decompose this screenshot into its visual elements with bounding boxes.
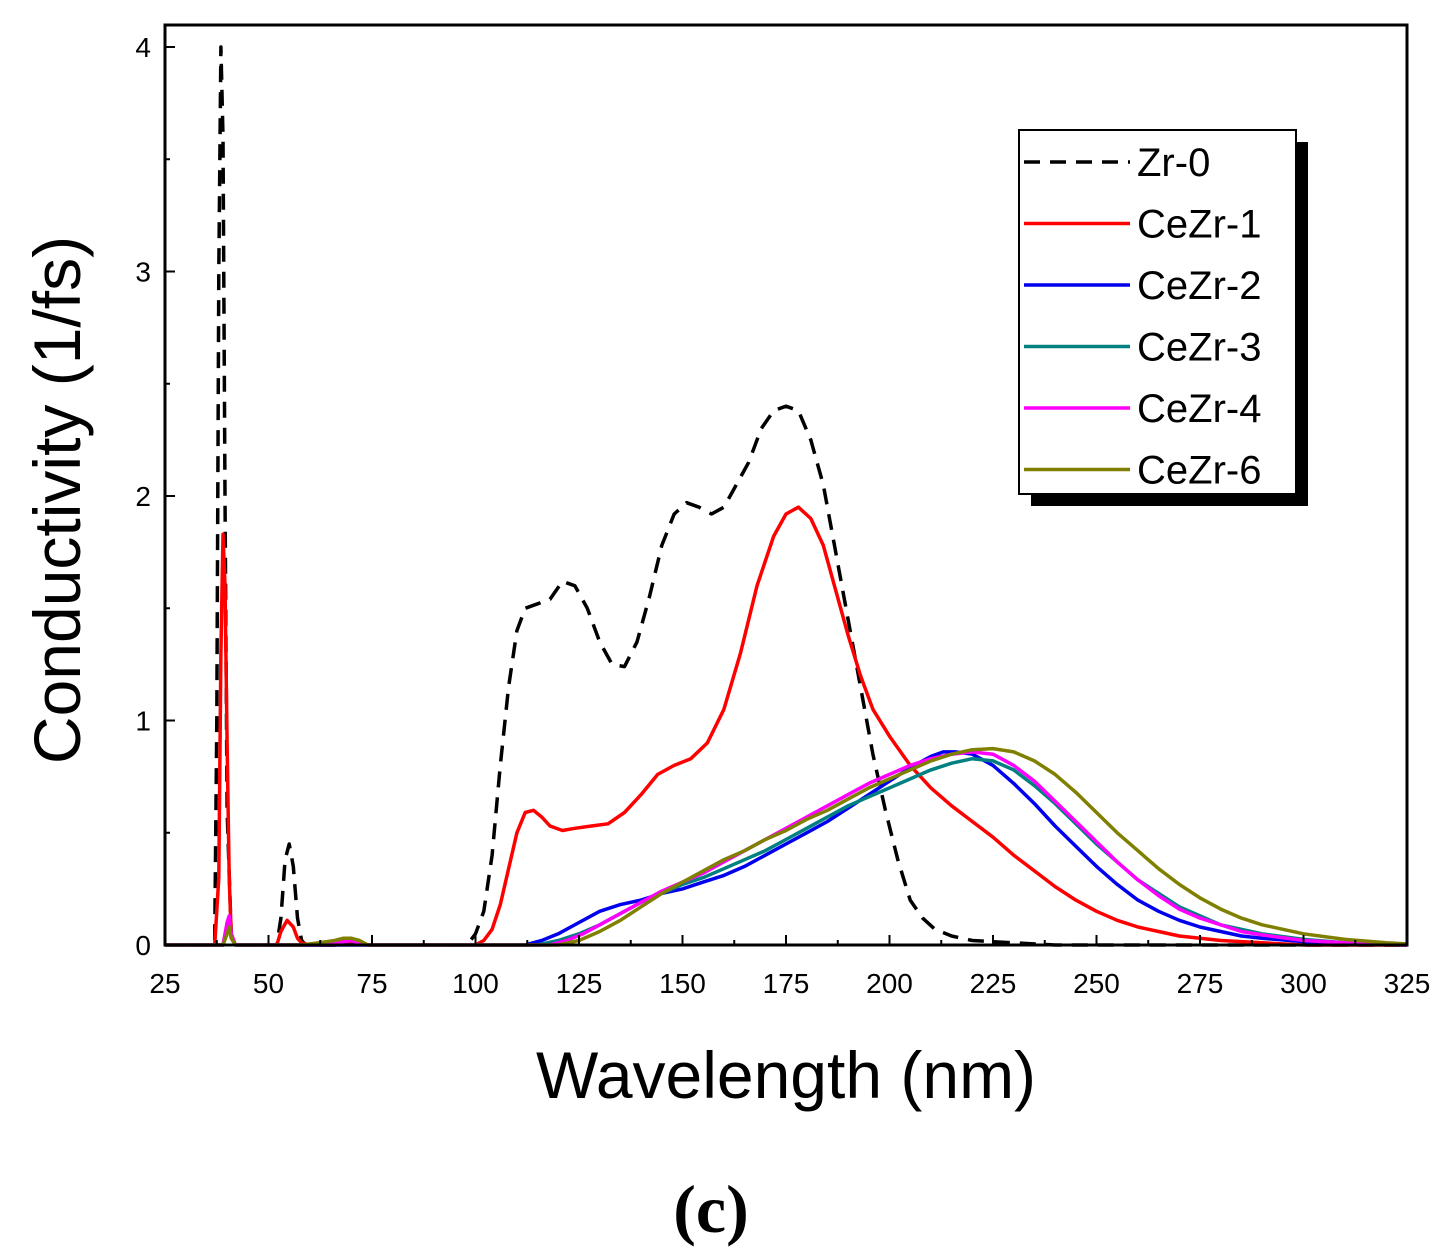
series-line-cezr-3 — [165, 756, 1408, 947]
x-tick-label: 200 — [866, 968, 913, 999]
x-tick-label: 50 — [253, 968, 284, 999]
legend: Zr-0 CeZr-1 CeZr-2 CeZr-3 CeZr-4 CeZr-6 — [1018, 129, 1308, 506]
legend-label-cezr-6: CeZr-6 — [1137, 449, 1261, 493]
x-tick-label: 300 — [1280, 968, 1327, 999]
y-axis-title: Conductivity (1/fs) — [20, 236, 94, 764]
legend-label-zr-0: Zr-0 — [1137, 141, 1210, 185]
y-tick-label: 4 — [135, 32, 151, 63]
series-line-cezr-1 — [165, 505, 1407, 947]
y-tick-label: 0 — [135, 930, 151, 961]
series-layer — [165, 45, 1408, 947]
x-tick-label: 225 — [970, 968, 1017, 999]
x-tick-label: 125 — [556, 968, 603, 999]
y-tick-label: 2 — [135, 481, 151, 512]
series-line-cezr-2 — [165, 750, 1408, 947]
x-axis-title: Wavelength (nm) — [536, 1038, 1036, 1112]
series-line-cezr-4 — [165, 750, 1408, 947]
legend-box — [1018, 129, 1297, 495]
legend-label-cezr-4: CeZr-4 — [1137, 387, 1261, 431]
x-tick-label: 325 — [1384, 968, 1431, 999]
x-tick-label: 75 — [356, 968, 387, 999]
legend-label-cezr-3: CeZr-3 — [1137, 326, 1261, 370]
ticks-layer: 25 50 75 100 125 150 175 200 225 250 275 300 325 0 1 2 3… — [135, 32, 1430, 999]
legend-label-cezr-2: CeZr-2 — [1137, 264, 1261, 308]
x-tick-label: 250 — [1073, 968, 1120, 999]
y-tick-label: 3 — [135, 257, 151, 288]
x-tick-label: 25 — [149, 968, 180, 999]
x-tick-label: 100 — [452, 968, 499, 999]
x-tick-label: 275 — [1177, 968, 1224, 999]
legend-label-cezr-1: CeZr-1 — [1137, 203, 1261, 247]
legend-items: Zr-0 CeZr-1 CeZr-2 CeZr-3 CeZr-4 CeZr-6 — [1024, 141, 1261, 493]
x-tick-label: 175 — [763, 968, 810, 999]
series-line-cezr-6 — [165, 746, 1408, 947]
panel-label: (c) — [673, 1171, 748, 1247]
x-tick-label: 150 — [659, 968, 706, 999]
y-tick-label: 1 — [135, 706, 151, 737]
